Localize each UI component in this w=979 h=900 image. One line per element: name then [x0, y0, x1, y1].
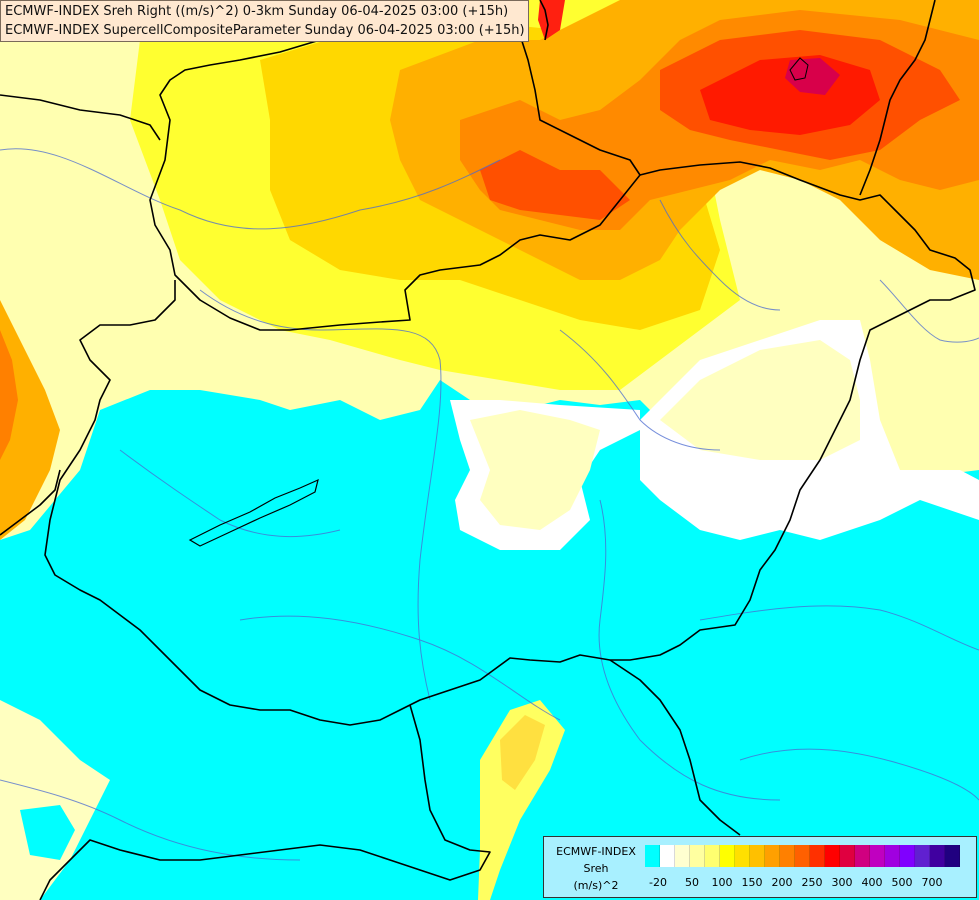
legend-tick-label: 700: [921, 876, 943, 889]
legend-tick-label: 150: [741, 876, 763, 889]
legend-swatch: [870, 845, 885, 867]
legend-swatch: [795, 845, 810, 867]
border-croatia-serbia: [39, 704, 491, 900]
map-title-line-1: ECMWF-INDEX Sreh Right ((m/s)^2) 0-3km S…: [5, 4, 509, 19]
legend-tick-label: 300: [831, 876, 853, 889]
border-romania-serbia: [609, 659, 741, 836]
legend-swatch: [705, 845, 720, 867]
legend-swatch: [810, 845, 825, 867]
color-legend: ECMWF-INDEX Sreh (m/s)^2 -20 50 100 150 200 2…: [543, 836, 977, 898]
border-ukraine-romania: [859, 0, 936, 196]
sreh-orange-west-area: [0, 300, 60, 540]
legend-tick-label: 500: [891, 876, 913, 889]
legend-tick-label: -20: [649, 876, 667, 889]
legend-swatch: [750, 845, 765, 867]
legend-swatches: [645, 845, 960, 867]
legend-swatch: [885, 845, 900, 867]
legend-swatch: [660, 845, 675, 867]
lake-small-north: [789, 57, 809, 81]
legend-model-label: ECMWF-INDEX: [556, 845, 636, 858]
map-title-box: ECMWF-INDEX Sreh Right ((m/s)^2) 0-3km S…: [0, 0, 529, 42]
legend-swatch: [915, 845, 930, 867]
sreh-cyan-sw-pocket: [20, 805, 75, 860]
legend-swatch: [765, 845, 780, 867]
sreh-pale-sw-area: [0, 700, 110, 900]
legend-swatch: [720, 845, 735, 867]
legend-swatch: [840, 845, 855, 867]
legend-swatch: [675, 845, 690, 867]
sreh-pale-east-area: [660, 340, 860, 460]
sreh-magenta-core-area: [785, 58, 840, 95]
legend-swatch: [825, 845, 840, 867]
sreh-pale-central-area: [470, 410, 600, 530]
legend-swatch: [930, 845, 945, 867]
legend-swatch: [900, 845, 915, 867]
legend-swatch: [945, 845, 960, 867]
sreh-yellow-tongue-south: [478, 700, 565, 900]
sreh-deep-orange-west-area: [0, 330, 18, 460]
sreh-gold-tongue-core: [500, 715, 545, 790]
legend-tick-label: 100: [711, 876, 733, 889]
border-north-czech: [539, 0, 549, 41]
legend-tick-label: 400: [861, 876, 883, 889]
legend-swatch: [780, 845, 795, 867]
border-austria-czech: [0, 94, 161, 141]
legend-swatch: [855, 845, 870, 867]
legend-param-label: Sreh: [583, 862, 609, 875]
legend-swatch: [690, 845, 705, 867]
sreh-red-orange-central: [480, 150, 630, 220]
legend-swatch: [645, 845, 660, 867]
legend-tick-label: 50: [685, 876, 699, 889]
legend-unit-label: (m/s)^2: [573, 879, 619, 892]
legend-tick-label: 200: [771, 876, 793, 889]
river-lines: [0, 148, 979, 861]
map-title-line-2: ECMWF-INDEX SupercellCompositeParameter …: [5, 23, 525, 38]
border-hungary-slovakia: [44, 161, 976, 726]
lake-balaton: [188, 478, 319, 547]
legend-swatch: [735, 845, 750, 867]
legend-tick-label: 250: [801, 876, 823, 889]
border-west-austria: [0, 469, 61, 536]
